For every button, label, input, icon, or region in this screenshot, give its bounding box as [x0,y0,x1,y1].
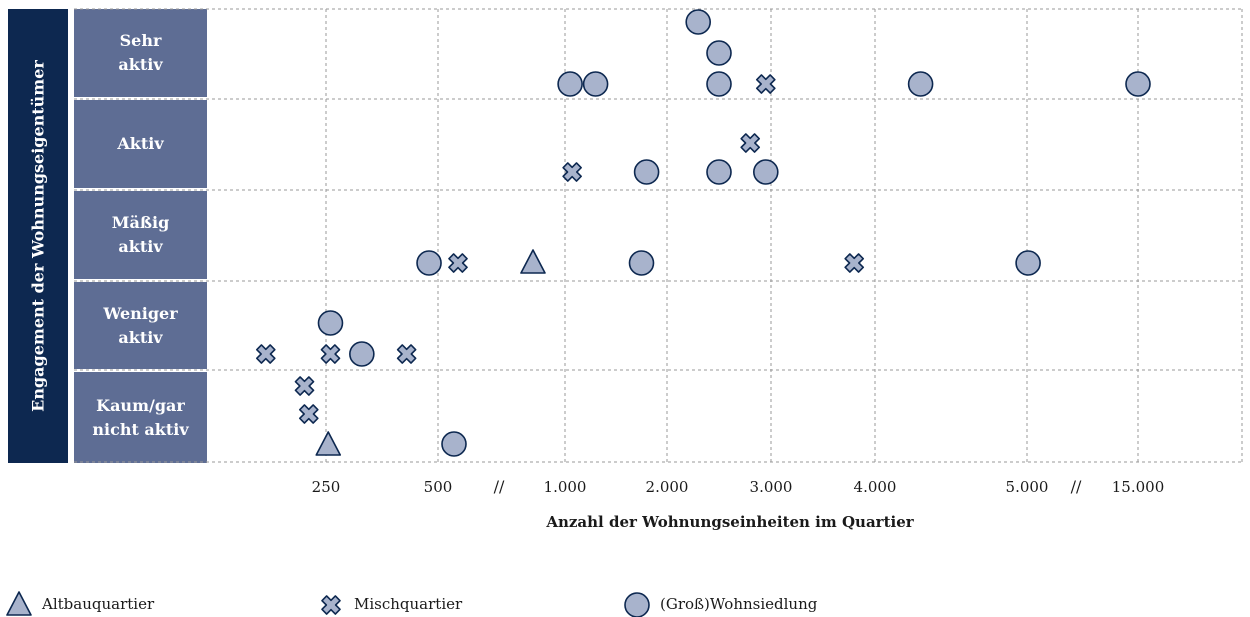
circle-point [706,40,732,66]
cross-point [294,376,315,396]
x-tick-label: 250 [311,478,341,496]
category-label: Aktiv [117,134,164,153]
category-label: Mäßig aktiv [111,213,170,256]
y-axis-title-bar [8,9,68,463]
circle-point [582,71,609,97]
legend-item: (Groß)Wohnsiedlung [624,591,817,617]
category-box: Sehr aktiv [74,9,207,97]
x-tick-label: 4.000 [853,478,897,496]
circle-point [1015,250,1041,276]
triangle-point [520,249,546,274]
circle-point [349,341,375,367]
axis-break-mark: // [493,477,505,496]
circle-point [628,250,655,276]
cross-point [562,162,582,182]
legend-item: Altbauquartier [6,591,154,617]
gridlines [74,8,1243,463]
scatter-plot-area [74,8,1243,463]
category-label: Sehr aktiv [118,31,163,74]
cross-point [298,404,319,424]
circle-point [706,71,732,97]
cross-legend-marker [321,595,341,615]
axis-break-mark: // [1070,477,1082,496]
x-tick-label: 15.000 [1111,478,1165,496]
cross-point [740,133,761,153]
x-tick-label: 500 [423,478,453,496]
circle-legend-icon [624,592,650,617]
cross-point [844,253,865,273]
x-axis-title: Anzahl der Wohnungseinheiten im Quartier [546,513,914,531]
circle-point [557,71,583,97]
data-points [255,9,1151,457]
category-label: Weniger aktiv [103,303,178,347]
cross-point [755,74,776,94]
x-tick-label: 5.000 [1005,478,1049,496]
cross-point [396,344,417,364]
circle-point [752,159,779,185]
triangle-point [315,431,342,456]
triangle-legend-icon [6,591,32,616]
category-box: Weniger aktiv [74,282,207,369]
cross-point [320,344,341,364]
category-label: Kaum/gar nicht aktiv [92,395,189,439]
circle-point [441,431,467,457]
circle-point [685,9,712,35]
legend-label: Altbauquartier [42,595,155,613]
x-tick-label: 1.000 [543,478,587,496]
category-box: Mäßig aktiv [74,191,207,279]
cross-point [255,344,276,364]
circle-point [416,250,442,276]
circle-point [706,159,732,185]
cross-legend-icon [321,595,341,615]
category-box: Aktiv [74,100,207,188]
legend-label: (Groß)Wohnsiedlung [660,595,818,613]
circle-legend-marker [624,592,650,617]
circle-point [317,310,344,336]
cross-point [448,253,468,273]
x-tick-label: 2.000 [645,478,689,496]
category-box: Kaum/gar nicht aktiv [74,372,207,463]
circle-point [633,159,660,185]
legend-item: Mischquartier [318,591,462,617]
x-tick-label: 3.000 [749,478,793,496]
legend-label: Mischquartier [354,595,463,613]
triangle-legend-marker [6,591,32,616]
circle-point [1125,71,1151,97]
circle-point [907,71,934,97]
